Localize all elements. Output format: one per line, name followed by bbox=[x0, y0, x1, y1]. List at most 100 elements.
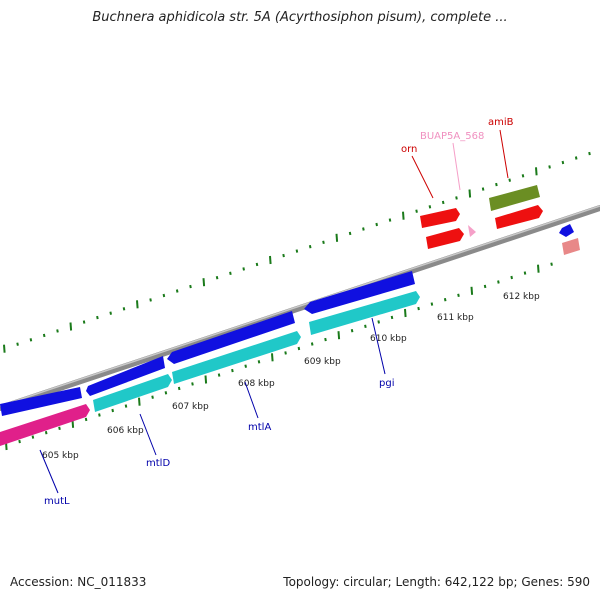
cds-feature[interactable] bbox=[562, 238, 580, 255]
minor-tick bbox=[415, 209, 418, 213]
cds-blue-row bbox=[0, 271, 415, 416]
minor-tick bbox=[443, 298, 447, 302]
minor-tick bbox=[255, 262, 259, 267]
minor-tick bbox=[375, 222, 378, 227]
major-tick bbox=[271, 353, 274, 362]
cds-feature[interactable] bbox=[489, 185, 540, 211]
minor-tick bbox=[481, 187, 485, 191]
gene-label-orn[interactable]: orn bbox=[401, 144, 417, 155]
minor-tick bbox=[297, 346, 301, 351]
minor-tick bbox=[521, 174, 525, 178]
upper-tick-track bbox=[3, 151, 591, 353]
minor-tick bbox=[162, 293, 166, 298]
minor-tick bbox=[82, 320, 86, 324]
major-tick bbox=[335, 233, 339, 242]
minor-tick bbox=[217, 373, 221, 377]
minor-tick bbox=[56, 329, 59, 333]
minor-tick bbox=[574, 156, 578, 160]
genome-summary-text: Topology: circular; Length: 642,122 bp; … bbox=[283, 575, 590, 589]
major-tick bbox=[470, 286, 474, 295]
minor-tick bbox=[257, 360, 261, 364]
minor-tick bbox=[561, 160, 565, 165]
minor-tick bbox=[483, 284, 487, 289]
minor-tick bbox=[295, 249, 299, 253]
tick-label: 611 kbp bbox=[437, 313, 474, 323]
minor-tick bbox=[377, 320, 380, 324]
major-tick bbox=[535, 167, 538, 176]
cds-feature[interactable] bbox=[420, 208, 460, 228]
minor-tick bbox=[441, 200, 445, 205]
minor-tick bbox=[308, 245, 312, 249]
minor-tick bbox=[455, 196, 458, 200]
tick-label: 605 kbp bbox=[42, 451, 79, 461]
minor-tick bbox=[18, 439, 21, 444]
gene-label-pgi[interactable]: pgi bbox=[379, 378, 394, 389]
minor-tick bbox=[508, 178, 511, 182]
major-tick bbox=[402, 211, 405, 220]
gene-label-mutl[interactable]: mutL bbox=[44, 496, 70, 507]
cds-feature[interactable] bbox=[0, 404, 90, 446]
lower-tick-track bbox=[5, 262, 553, 451]
minor-tick bbox=[457, 293, 460, 297]
tick-label: 606 kbp bbox=[107, 426, 144, 436]
cds-feature[interactable] bbox=[93, 374, 172, 412]
minor-tick bbox=[215, 276, 219, 280]
minor-tick bbox=[124, 404, 128, 408]
gene-label-buap5a-568[interactable]: BUAP5A_568 bbox=[420, 131, 484, 142]
minor-tick bbox=[588, 151, 591, 156]
major-tick bbox=[202, 278, 206, 287]
major-tick bbox=[269, 255, 272, 265]
minor-tick bbox=[44, 431, 48, 435]
major-tick bbox=[537, 264, 540, 273]
major-tick bbox=[468, 189, 472, 198]
major-tick bbox=[138, 397, 141, 406]
minor-tick bbox=[417, 306, 420, 311]
map-title: Buchnera aphidicola str. 5A (Acyrthosiph… bbox=[92, 10, 508, 25]
gene-label-mtla[interactable]: mtlA bbox=[248, 422, 271, 433]
major-tick bbox=[204, 375, 208, 384]
minor-tick bbox=[350, 329, 354, 333]
minor-tick bbox=[122, 307, 126, 311]
minor-tick bbox=[96, 315, 99, 320]
major-tick bbox=[3, 344, 6, 353]
cds-feature[interactable] bbox=[86, 356, 165, 396]
cds-feature[interactable] bbox=[426, 228, 464, 249]
cds-feature[interactable] bbox=[167, 311, 295, 364]
cds-feature[interactable] bbox=[559, 224, 574, 237]
minor-tick bbox=[231, 368, 234, 373]
gene-label-mtld[interactable]: mtlD bbox=[146, 458, 170, 469]
cds-feature[interactable] bbox=[304, 271, 415, 314]
cds-feature[interactable] bbox=[0, 387, 82, 416]
minor-tick bbox=[364, 324, 367, 328]
major-tick bbox=[136, 300, 139, 309]
minor-tick bbox=[362, 227, 365, 231]
genome-backbone-highlight bbox=[0, 205, 600, 407]
cds-feature[interactable] bbox=[309, 291, 420, 335]
minor-tick bbox=[497, 280, 500, 284]
tick-label: 610 kbp bbox=[370, 334, 407, 344]
minor-tick bbox=[242, 267, 245, 271]
cds-feature[interactable] bbox=[495, 205, 543, 229]
tick-label: 607 kbp bbox=[172, 402, 209, 412]
cds-cyan-row bbox=[93, 291, 420, 412]
tick-label: 608 kbp bbox=[238, 379, 275, 389]
minor-tick bbox=[31, 435, 35, 439]
major-tick bbox=[69, 322, 73, 331]
minor-tick bbox=[164, 391, 168, 395]
cds-feature[interactable] bbox=[172, 331, 301, 384]
accession-text: Accession: NC_011833 bbox=[10, 575, 147, 589]
trna-feature[interactable] bbox=[468, 225, 476, 237]
minor-tick bbox=[430, 302, 434, 306]
minor-tick bbox=[495, 182, 498, 187]
gene-label-amib[interactable]: amiB bbox=[488, 117, 514, 128]
minor-tick bbox=[175, 289, 179, 293]
gene-leader-lines bbox=[39, 129, 509, 494]
minor-tick bbox=[149, 298, 152, 302]
minor-tick bbox=[324, 337, 327, 342]
minor-tick bbox=[151, 395, 154, 399]
minor-tick bbox=[229, 271, 232, 275]
major-tick bbox=[337, 331, 341, 340]
minor-tick bbox=[322, 240, 325, 244]
tick-label: 612 kbp bbox=[503, 292, 540, 302]
